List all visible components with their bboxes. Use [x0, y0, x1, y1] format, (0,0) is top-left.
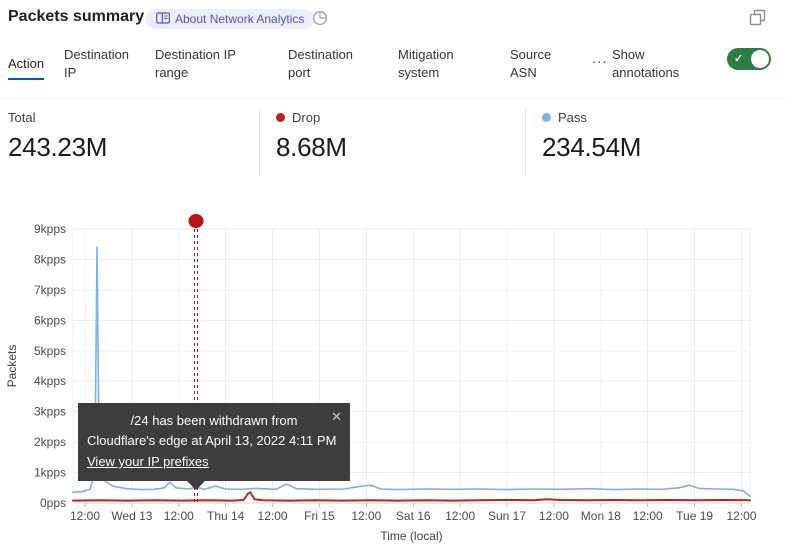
svg-text:Wed 13: Wed 13 — [111, 509, 152, 523]
book-icon — [156, 11, 170, 27]
svg-text:Thu 14: Thu 14 — [207, 509, 245, 523]
show-annotations-toggle[interactable]: ✓ — [727, 48, 771, 70]
svg-text:12:00: 12:00 — [445, 509, 475, 523]
divider — [525, 108, 526, 176]
svg-text:6kpps: 6kpps — [34, 313, 66, 327]
svg-text:Fri 15: Fri 15 — [304, 509, 335, 523]
about-network-analytics-badge[interactable]: About Network Analytics — [146, 9, 315, 29]
badge-label: About Network Analytics — [175, 12, 305, 26]
svg-text:0pps: 0pps — [40, 496, 66, 510]
svg-text:1kpps: 1kpps — [34, 466, 66, 480]
svg-text:12:00: 12:00 — [633, 509, 663, 523]
divider — [0, 98, 785, 99]
svg-text:Mon 18: Mon 18 — [581, 509, 621, 523]
svg-text:12:00: 12:00 — [539, 509, 569, 523]
tab-destination-ip-range[interactable]: Destination IP range — [155, 47, 236, 80]
svg-text:Tue 19: Tue 19 — [676, 509, 713, 523]
svg-text:7kpps: 7kpps — [34, 283, 66, 297]
drop-legend-dot — [276, 113, 285, 122]
page-title: Packets summary — [8, 8, 145, 25]
svg-text:12:00: 12:00 — [726, 509, 756, 523]
divider — [259, 108, 260, 176]
tab-action[interactable]: Action — [8, 55, 45, 80]
stat-label: Pass — [558, 110, 587, 125]
pie-clock-icon — [312, 10, 328, 31]
svg-text:9kpps: 9kpps — [34, 222, 66, 236]
tabs-overflow-button[interactable]: ... — [592, 50, 608, 67]
svg-text:12:00: 12:00 — [258, 509, 288, 523]
check-icon: ✓ — [734, 53, 744, 65]
tab-destination-port[interactable]: Destination port — [288, 47, 354, 80]
stat-drop: Drop 8.68M — [276, 110, 347, 163]
tab-source-asn[interactable]: Source ASN — [510, 47, 552, 80]
stat-label: Drop — [292, 110, 321, 125]
tooltip-line2: Cloudflare's edge at April 13, 2022 4:11… — [87, 433, 337, 448]
annotation-tooltip: ✕ /24 has been withdrawn from Cloudflare… — [78, 403, 350, 490]
svg-text:Packets: Packets — [5, 345, 19, 388]
close-icon[interactable]: ✕ — [331, 409, 342, 424]
svg-text:2kpps: 2kpps — [34, 435, 66, 449]
tab-destination-ip[interactable]: Destination IP — [64, 47, 130, 80]
svg-text:Time (local): Time (local) — [380, 529, 442, 543]
tooltip-arrow — [187, 481, 205, 490]
svg-text:Sun 17: Sun 17 — [488, 509, 526, 523]
svg-text:5kpps: 5kpps — [34, 344, 66, 358]
show-annotations-label: Show annotations — [612, 47, 680, 80]
stat-label: Total — [8, 110, 36, 125]
stat-value: 8.68M — [276, 132, 347, 162]
stat-value: 234.54M — [542, 132, 642, 162]
tooltip-line1: /24 has been withdrawn from — [130, 413, 298, 428]
svg-text:Sat 16: Sat 16 — [396, 509, 431, 523]
stat-value: 243.23M — [8, 132, 108, 162]
tab-mitigation-system[interactable]: Mitigation system — [398, 47, 454, 80]
toggle-knob — [751, 50, 769, 68]
svg-text:12:00: 12:00 — [351, 509, 381, 523]
svg-text:12:00: 12:00 — [70, 509, 100, 523]
svg-text:8kpps: 8kpps — [34, 252, 66, 266]
pass-legend-dot — [542, 113, 551, 122]
stat-total: Total 243.23M — [8, 110, 107, 163]
svg-text:4kpps: 4kpps — [34, 374, 66, 388]
expand-window-icon[interactable] — [749, 9, 767, 32]
view-ip-prefixes-link[interactable]: View your IP prefixes — [87, 454, 209, 469]
filter-tabs: Action Destination IP Destination IP ran… — [0, 44, 785, 90]
svg-text:3kpps: 3kpps — [34, 405, 66, 419]
packets-time-series-chart[interactable]: 0pps 1kpps 2kpps 3kpps 4kpps 5kpps 6kpps 7kpps 8… — [0, 210, 785, 555]
stat-pass: Pass 234.54M — [542, 110, 641, 163]
svg-text:12:00: 12:00 — [164, 509, 194, 523]
